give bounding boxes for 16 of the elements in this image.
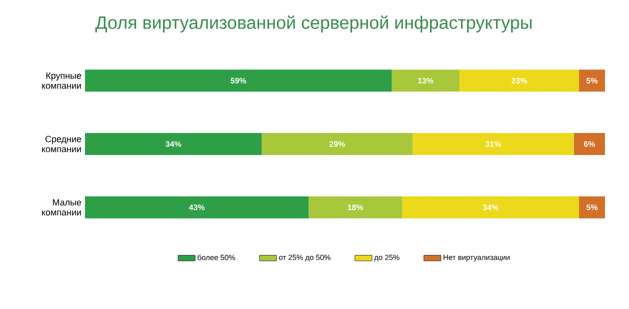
bar — [579, 70, 606, 92]
chart-title: Доля виртуализованной серверной инфраструктуры — [95, 15, 532, 33]
bar — [579, 196, 606, 218]
bar — [392, 70, 460, 92]
y-tick-label: Малые компании — [42, 199, 82, 216]
bar — [459, 70, 580, 92]
bar — [262, 133, 413, 156]
bar — [85, 196, 309, 218]
bar — [412, 133, 574, 156]
bar — [402, 196, 580, 218]
bar — [85, 133, 262, 156]
bar — [308, 196, 402, 218]
y-tick-label: Средние компании — [42, 136, 82, 152]
y-tick-label: Крупные компании — [42, 72, 82, 89]
bar — [574, 133, 606, 156]
bar — [85, 70, 392, 92]
